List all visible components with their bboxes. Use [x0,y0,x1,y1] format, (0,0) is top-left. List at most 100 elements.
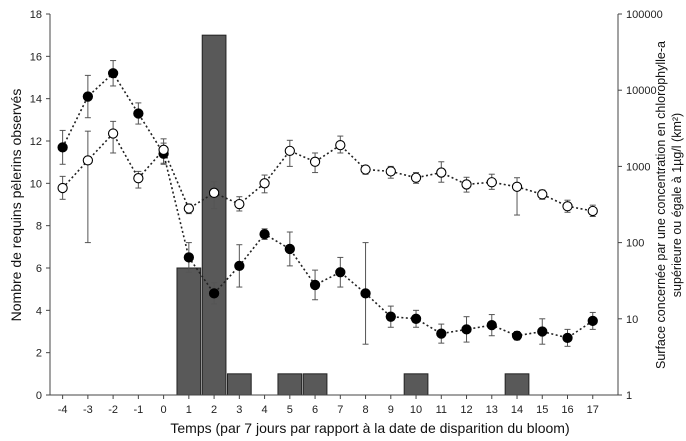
x-tick-label: 14 [511,404,523,416]
open-point [360,164,371,175]
open-point [284,145,295,156]
y-left-tick-label: 4 [36,305,42,317]
filled-point [133,108,144,119]
bar [277,373,303,396]
y-right-tick-label: 1000 [626,161,650,173]
x-tick-label: 2 [211,404,217,416]
y-axis-right-title-line2: supérieure ou égale à 1µg/l (km²) [670,113,684,297]
open-point [57,182,68,194]
x-tick-label: -2 [108,404,118,416]
x-tick-label: -1 [133,404,143,416]
open-point [410,172,422,183]
x-tick-label: 9 [388,404,394,416]
open-point [461,179,472,190]
x-tick-label: 15 [536,404,548,416]
open-point [562,201,573,212]
y-left-tick-label: 8 [36,221,42,233]
y-right-tick-label: 10 [626,314,638,326]
filled-point [461,324,472,335]
bars-layer [176,34,530,396]
bar [504,373,530,396]
open-point [107,128,119,139]
x-tick-label: 8 [362,404,368,416]
bar [226,373,252,396]
y-right-tick-label: 100 [626,238,644,250]
y-axis-right-title-line1: Surface concernée par une concentration … [654,41,668,369]
filled-point [360,288,371,299]
x-tick-label: 1 [186,404,192,416]
x-tick-label: -4 [58,404,68,416]
open-point [587,205,598,217]
y-left-tick-label: 6 [36,263,42,275]
series-filled-line [61,72,594,339]
bar [302,373,328,396]
filled-point [208,288,220,299]
filled-point [587,315,598,327]
open-point [158,144,169,155]
x-tick-label: 10 [410,404,422,416]
bar [176,267,202,396]
open-point [309,156,321,167]
y-left-tick-label: 18 [30,9,42,21]
filled-point [562,332,573,343]
x-tick-label: 7 [337,404,343,416]
filled-point [107,68,119,79]
open-point [385,166,396,177]
x-tick-label: 3 [236,404,242,416]
y-left-tick-label: 2 [36,348,42,360]
open-point [486,177,497,188]
open-point [537,189,548,200]
open-point [208,187,220,198]
x-tick-label: 13 [486,404,498,416]
y-left-tick-label: 14 [30,94,42,106]
x-axis-title: Temps (par 7 jours par rapport à la date… [170,420,569,436]
open-point [133,173,144,184]
filled-point [385,311,396,322]
filled-point [486,319,497,331]
open-point [183,203,194,214]
y-left-tick-label: 12 [30,136,42,148]
open-point [82,155,94,166]
x-tick-label: 4 [262,404,268,416]
open-point [234,198,245,210]
y-left-tick-label: 16 [30,51,42,63]
filled-point [284,243,295,255]
open-point [335,140,346,151]
open-point [511,181,523,192]
filled-point [259,228,270,240]
filled-point [82,91,94,102]
open-point [259,178,270,189]
filled-point [335,267,346,278]
lines-layer [61,72,594,339]
x-tick-label: 0 [161,404,167,416]
markers-layer [57,68,598,343]
x-tick-label: 16 [561,404,573,416]
filled-point [183,252,194,263]
x-tick-label: 6 [312,404,318,416]
filled-point [436,328,447,339]
y-left-tick-label: 0 [36,390,42,402]
axes-layer [46,13,622,399]
x-tick-label: 5 [287,404,293,416]
error-bars-layer [59,60,596,347]
y-right-tick-label: 10000 [626,85,657,97]
y-right-tick-label: 1 [626,390,632,402]
open-point [436,167,447,178]
filled-point [511,330,523,341]
filled-point [410,313,422,324]
filled-point [537,326,548,337]
x-tick-label: 11 [436,404,447,416]
bar [201,34,227,396]
filled-point [309,279,321,291]
filled-point [234,260,245,272]
x-tick-label: -3 [83,404,93,416]
y-axis-left-title: Nombre de requins pèlerins observés [8,89,24,322]
y-left-tick-label: 10 [30,178,42,190]
filled-point [57,142,68,153]
y-right-tick-label: 100000 [626,9,663,21]
bar [403,373,429,396]
x-tick-label: 17 [587,404,599,416]
series-open-line [62,132,593,212]
